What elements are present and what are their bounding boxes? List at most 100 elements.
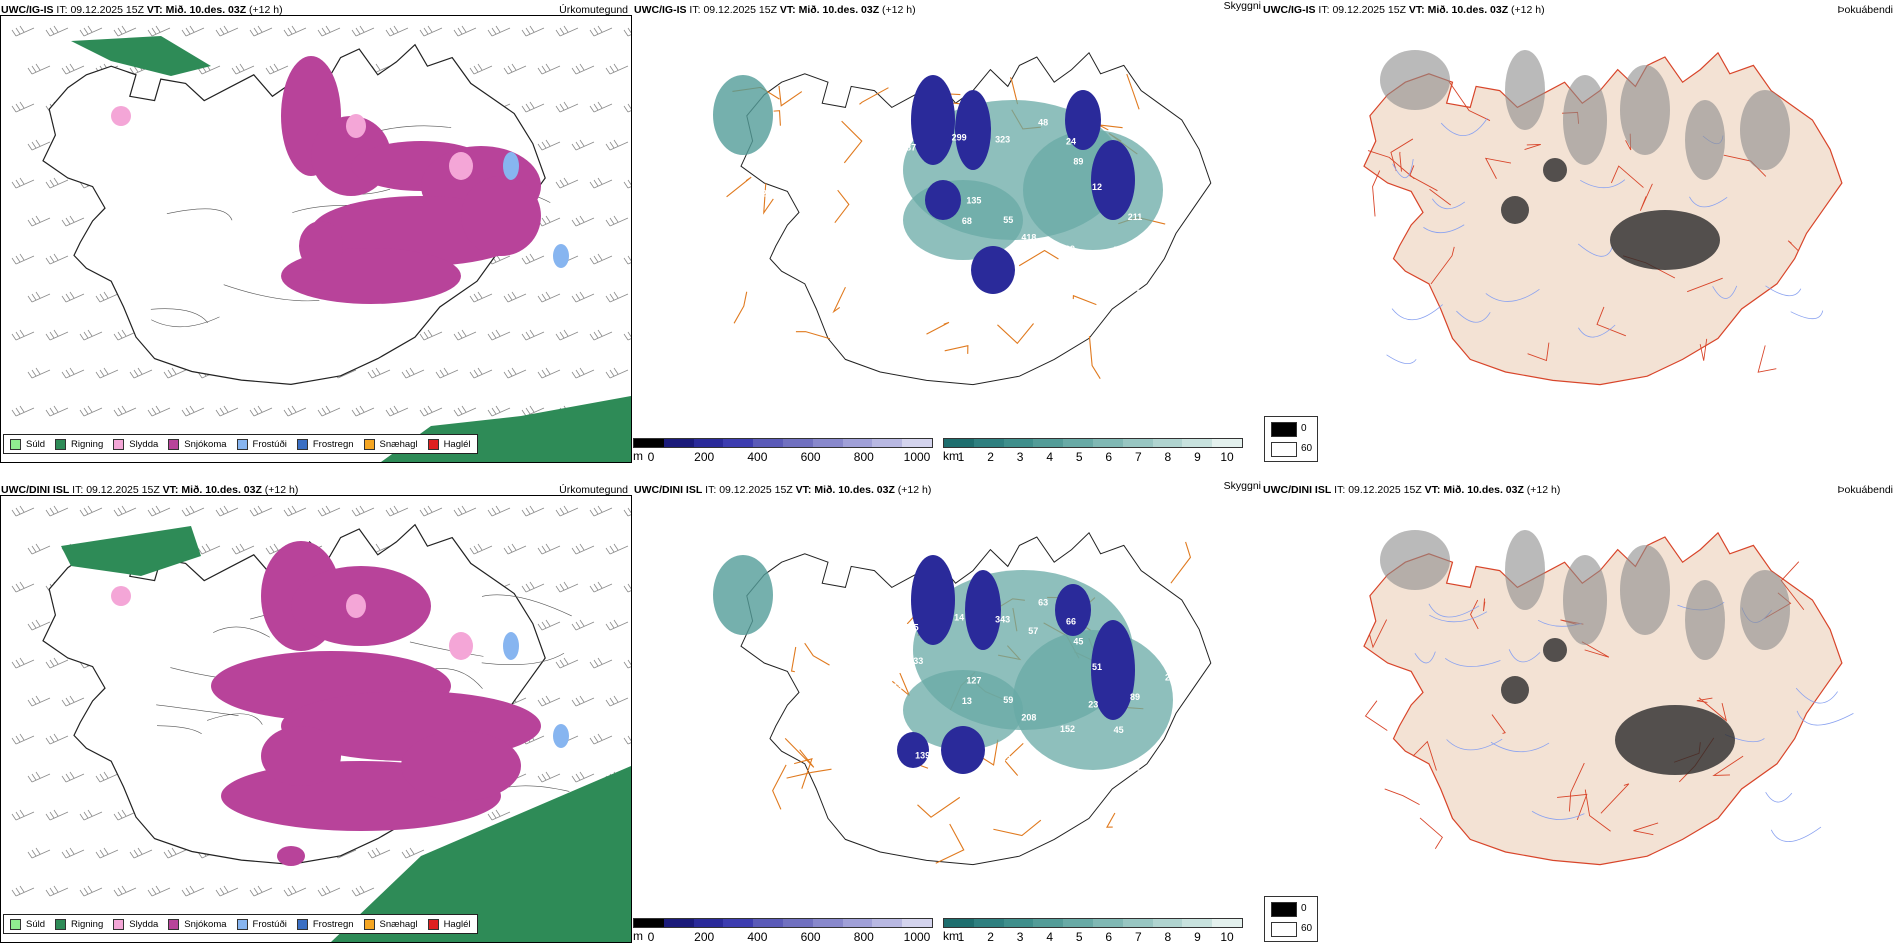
legend-label: Snjókoma <box>184 918 227 930</box>
ceiling-value-label: 323 <box>995 135 1010 145</box>
freezing-drizzle-area <box>553 244 569 268</box>
wind-barb <box>129 63 153 75</box>
colorbar-segment <box>1122 439 1153 447</box>
snow-area <box>401 731 521 801</box>
ceiling-value-label: 38 <box>891 235 901 245</box>
wind-barb <box>487 25 511 37</box>
road <box>1712 755 1744 776</box>
colorbar-segment <box>1182 439 1213 447</box>
wind-barb <box>95 847 119 859</box>
wind-barb <box>45 733 69 745</box>
ceiling-value-label: 40 <box>1118 583 1128 593</box>
legend-item: Haglél <box>427 438 471 450</box>
ceiling-value-label: 111 <box>1226 651 1240 661</box>
wind-barb <box>351 505 375 517</box>
wind-barb <box>129 847 153 859</box>
wind-barb <box>11 329 35 341</box>
wind-barb <box>11 505 35 517</box>
wind-barb <box>147 885 171 897</box>
fog-index-area <box>1740 570 1790 650</box>
wind-barb <box>317 885 341 897</box>
wind-barb <box>487 405 511 417</box>
ceiling-value-label: 84 <box>1070 557 1080 567</box>
wind-barb <box>521 405 545 417</box>
colorbar-segment <box>723 919 754 927</box>
cloud-cover-legend: 0 60 <box>1264 416 1318 462</box>
contour <box>481 652 565 666</box>
road <box>1170 541 1192 584</box>
road <box>778 85 803 107</box>
contour <box>151 316 220 328</box>
wind-barb <box>113 405 137 417</box>
fog-index-area <box>1620 545 1670 635</box>
wind-barb <box>385 405 409 417</box>
wind-barb <box>623 659 631 669</box>
road <box>1600 783 1630 814</box>
wind-barb <box>453 329 477 341</box>
precip-map[interactable]: Súld Rigning Slydda Snjókoma Frostúði Frostre… <box>0 15 632 463</box>
ceiling-value-label: 14 <box>954 612 964 622</box>
wind-barb <box>45 505 69 517</box>
wind-barb <box>385 25 409 37</box>
wind-barb <box>181 405 205 417</box>
river <box>1580 179 1626 189</box>
legend-label: 60 <box>1301 923 1313 934</box>
ceiling-value-label: 185 <box>1188 642 1203 652</box>
wind-barb <box>503 291 527 303</box>
wind-barb <box>79 505 103 517</box>
fog-index-panel: Þokuábendi UWC/DINI ISL IT: 09.12.2025 1… <box>1263 480 1897 948</box>
wind-barb <box>11 177 35 189</box>
wind-barb <box>215 25 239 37</box>
colorbar-strip <box>633 438 933 448</box>
wind-barb <box>555 657 579 669</box>
road <box>834 189 850 224</box>
wind-barb <box>79 25 103 37</box>
colorbar-segment <box>782 919 813 927</box>
wind-barb <box>215 505 239 517</box>
ceiling-value-label: 12 <box>1092 182 1102 192</box>
cloud-map-canvas[interactable]: 12 68 48 55 67 76 97 68 117 135 24 299 87 153 98 98 182 1… <box>633 20 1265 460</box>
road <box>773 110 781 126</box>
colorbar-segment <box>1212 919 1242 927</box>
wind-barb <box>537 63 561 75</box>
legend-label: 0 <box>1301 903 1307 914</box>
river <box>1429 611 1488 623</box>
road <box>1430 246 1455 285</box>
colorbar-tick: 600 <box>800 930 821 944</box>
ceiling-value-label: 68 <box>962 216 972 226</box>
wind-barb <box>623 507 631 517</box>
road <box>1372 170 1381 217</box>
legend-item: Snæhagl <box>363 918 418 930</box>
wind-barb <box>113 885 137 897</box>
road <box>1557 793 1588 821</box>
cloud-map-canvas[interactable]: 51 13 63 45 87 54 86 73 108 127 66 152 575 185 139 203 1… <box>633 500 1265 940</box>
wind-barb <box>163 847 187 859</box>
legend-item: Haglél <box>427 918 471 930</box>
wind-barb <box>45 177 69 189</box>
colorbar-segment <box>1092 919 1123 927</box>
colorbar-tick: 1 <box>957 930 965 944</box>
wind-barb <box>215 885 239 897</box>
road <box>1364 700 1388 731</box>
wind-barb <box>589 581 613 593</box>
ceiling-value-label: 127 <box>966 676 981 686</box>
road <box>1491 714 1506 734</box>
ceiling-value-label: 73 <box>916 541 926 551</box>
cloud-visibility-panel: UWC/IG-IS IT: 09.12.2025 15Z VT: Mið. 10… <box>633 0 1318 468</box>
colorbar-tick: 400 <box>747 930 768 944</box>
legend-swatch <box>1271 902 1297 917</box>
precip-map[interactable]: Súld Rigning Slydda Snjókoma Frostúði Frostre… <box>0 495 632 943</box>
fog-map-canvas[interactable] <box>1265 500 1897 940</box>
wind-barb <box>605 695 629 707</box>
low-ceiling-area <box>925 180 961 220</box>
wind-barb <box>351 405 375 417</box>
legend-item: Snæhagl <box>363 438 418 450</box>
ceiling-value-label: 66 <box>1228 119 1238 129</box>
fog-map-canvas[interactable] <box>1265 20 1897 460</box>
river <box>1392 159 1414 179</box>
road <box>1470 599 1479 630</box>
colorbar-segment <box>782 439 813 447</box>
wind-barb <box>521 25 545 37</box>
colorbar-tick: 800 <box>853 930 874 944</box>
colorbar-unit: m <box>633 449 643 463</box>
